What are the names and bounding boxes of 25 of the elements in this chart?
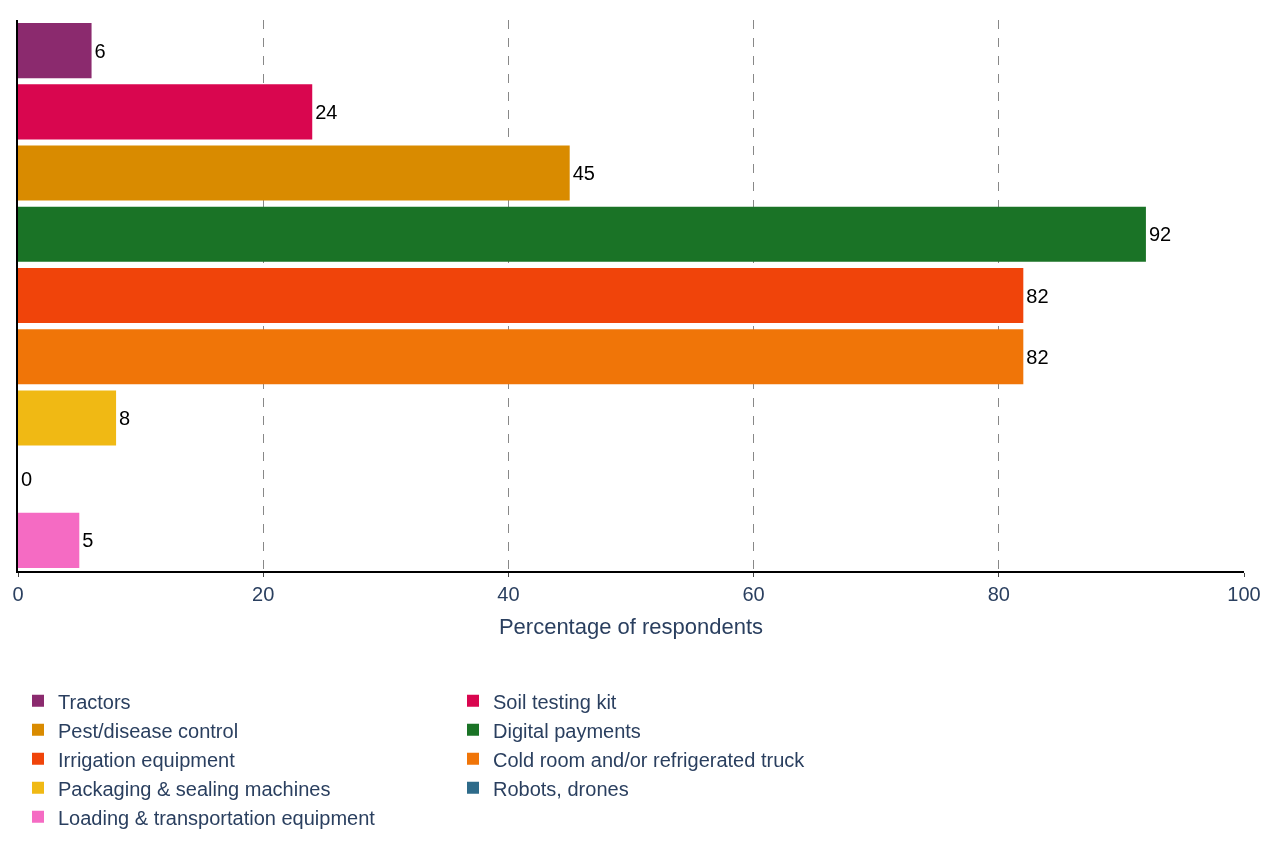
x-tick-label: 60 bbox=[742, 583, 765, 605]
data-label: 82 bbox=[1026, 345, 1049, 368]
data-label: 45 bbox=[572, 162, 595, 185]
legend-label: Soil testing kit bbox=[493, 690, 617, 713]
data-label: 6 bbox=[94, 39, 106, 62]
legend-label: Pest/disease control bbox=[58, 719, 239, 742]
x-tick-label: 0 bbox=[12, 583, 24, 605]
x-tick-label: 100 bbox=[1227, 583, 1261, 605]
data-label: 82 bbox=[1026, 284, 1049, 307]
legend-label: Packaging & sealing machines bbox=[58, 777, 331, 800]
x-tick-label: 40 bbox=[497, 583, 520, 605]
legend-label: Irrigation equipment bbox=[58, 748, 236, 771]
x-tick-label: 20 bbox=[252, 583, 275, 605]
legend-label: Digital payments bbox=[493, 719, 641, 742]
data-label: 5 bbox=[82, 529, 94, 552]
data-label: 24 bbox=[315, 100, 338, 123]
legend-label: Loading & transportation equipment bbox=[58, 806, 376, 829]
legend-label: Robots, drones bbox=[493, 777, 629, 800]
legend-label: Tractors bbox=[58, 690, 131, 713]
x-tick-label: 80 bbox=[987, 583, 1010, 605]
legend-label: Cold room and/or refrigerated truck bbox=[493, 748, 806, 771]
data-label: 0 bbox=[21, 468, 33, 491]
data-label: 8 bbox=[119, 406, 131, 429]
data-label: 92 bbox=[1148, 223, 1172, 246]
x-axis-title: Percentage of respondents bbox=[498, 614, 764, 640]
